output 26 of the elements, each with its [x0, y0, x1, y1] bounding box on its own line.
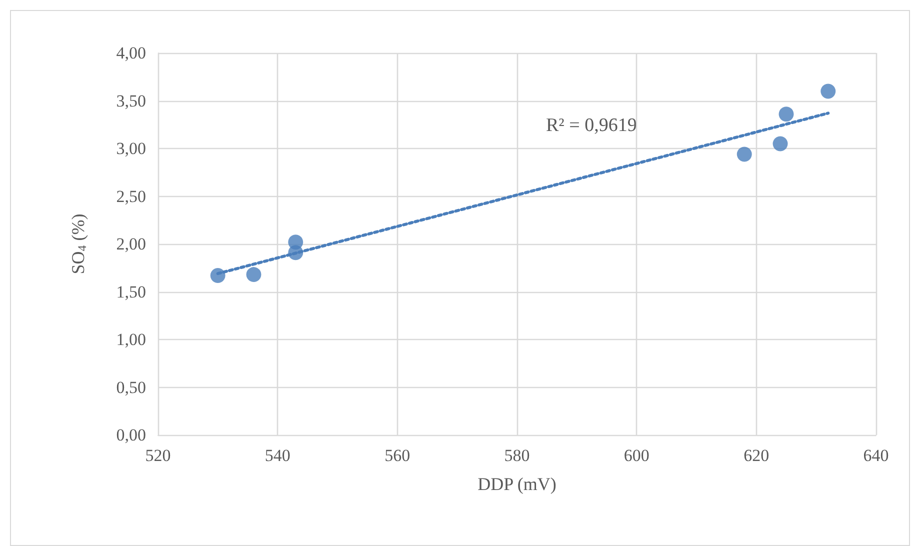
point: [772, 136, 788, 152]
y-tick-label: 0,00: [116, 426, 146, 444]
y-tick-label: 1,50: [116, 282, 146, 302]
y-tick-label: 2,00: [116, 234, 146, 254]
x-tick-label: 640: [863, 446, 889, 465]
x-tick-label: 560: [384, 446, 410, 465]
x-tick-label: 620: [744, 446, 770, 465]
point: [778, 106, 794, 122]
y-tick-label: 3,50: [116, 91, 146, 110]
x-tick-label: 600: [624, 446, 650, 465]
y-tick-label: 4,00: [116, 44, 146, 62]
point: [736, 146, 752, 162]
y-axis-title: SO4 (%): [68, 214, 89, 274]
y-tick-label: 1,00: [116, 330, 146, 349]
x-tick-label: 540: [264, 446, 290, 465]
y-tick-label: 2,50: [116, 186, 146, 206]
annotation: R² = 0,9619: [546, 115, 637, 136]
y-tick-label: 3,00: [116, 139, 146, 158]
point: [246, 267, 262, 282]
y-tick-label: 0,50: [116, 378, 146, 397]
x-axis-title: DDP (mV): [478, 474, 556, 494]
point: [820, 84, 836, 99]
point: [210, 268, 226, 284]
point: [288, 245, 304, 260]
x-tick-label: 520: [145, 446, 171, 465]
x-tick-label: 580: [504, 446, 530, 465]
